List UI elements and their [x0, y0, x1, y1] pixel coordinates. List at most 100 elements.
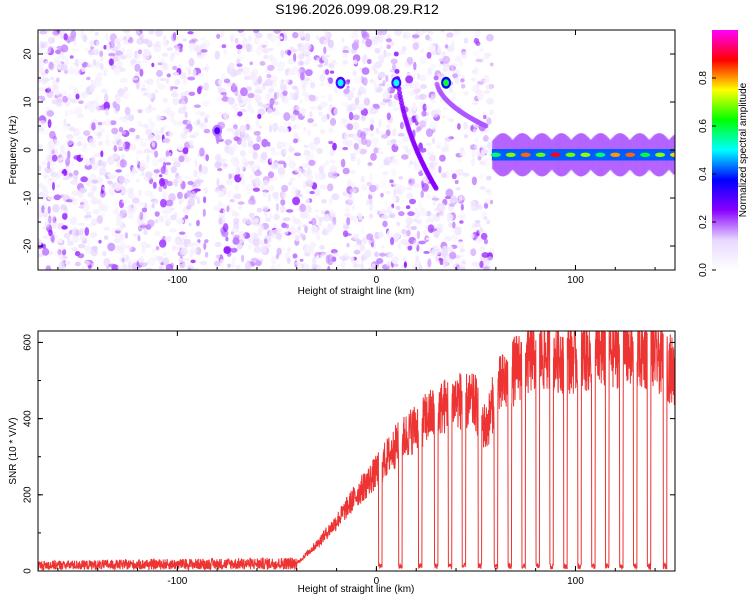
- spectrogram-noise-cell: [231, 256, 237, 263]
- spectrogram-noise-cell: [118, 233, 124, 241]
- spectrogram-noise-cell: [131, 166, 136, 175]
- spectrogram-noise-cell: [168, 207, 176, 211]
- carrier-peak: [580, 152, 591, 157]
- spectrogram-noise-cell: [353, 249, 361, 255]
- spectrogram-noise-cell: [242, 66, 250, 76]
- spectrogram-noise-cell: [57, 245, 66, 251]
- spectrogram-noise-cell: [276, 36, 284, 40]
- spectrogram-noise-cell: [360, 75, 364, 84]
- spectrogram-noise-cell: [257, 101, 264, 107]
- spectrogram-noise-cell: [131, 259, 138, 265]
- spectrogram-noise-cell: [145, 129, 153, 136]
- spectrogram-noise-cell: [313, 188, 321, 197]
- spectrogram-noise-cell: [280, 49, 285, 58]
- spectrogram-noise-cell: [238, 235, 245, 244]
- spectrogram-noise-cell: [103, 45, 107, 50]
- spectrogram-noise-cell: [64, 110, 69, 118]
- spectrogram-noise-cell: [395, 205, 401, 211]
- spectrogram-noise-cell: [200, 49, 208, 53]
- spectrogram-noise-cell: [390, 237, 395, 246]
- spectrogram-noise-cell: [463, 37, 469, 44]
- spectrogram-noise-cell: [359, 244, 366, 252]
- spectrogram-noise-cell: [323, 214, 330, 222]
- snr-panel: -100 0 100 0 200 400 600 Height of straight li…: [8, 330, 676, 595]
- spectrogram-noise-cell: [61, 152, 69, 157]
- spectrogram-noise-cell: [165, 263, 174, 270]
- spectrogram-noise-cell: [386, 230, 391, 239]
- spectrogram-noise-cell: [471, 149, 476, 158]
- spectrogram-noise-cell: [125, 48, 134, 57]
- spectrogram-noise-cell: [288, 147, 296, 152]
- spectrogram-noise-cell: [216, 96, 221, 102]
- spectrogram-noise-cell: [184, 90, 190, 96]
- spectrogram-noise-cell: [305, 198, 310, 204]
- spectrogram-noise-cell: [66, 233, 70, 243]
- spectrogram-noise-cell: [270, 255, 277, 265]
- spectrogram-noise-cell: [444, 140, 448, 149]
- spectrogram-noise-cell: [352, 215, 358, 224]
- spectrogram-noise-cell: [436, 144, 440, 149]
- spectrogram-noise-cell: [396, 221, 401, 226]
- spectrogram-noise-cell: [481, 252, 490, 258]
- spectrogram-noise-cell: [314, 215, 320, 220]
- spectrogram-noise-cell: [486, 34, 494, 42]
- spectrogram-noise-cell: [406, 186, 413, 191]
- spectrogram-noise-cell: [194, 158, 198, 168]
- spectrogram-noise-cell: [421, 110, 427, 117]
- spectrogram-noise-cell: [235, 264, 241, 270]
- spectrogram-noise-cell: [95, 177, 104, 184]
- spectrogram-noise-cell: [38, 165, 42, 172]
- spectrogram-noise-cell: [403, 61, 409, 67]
- spectrogram-noise-cell: [70, 98, 77, 104]
- spectrogram-noise-cell: [237, 68, 244, 72]
- spectrogram-noise-cell: [77, 253, 85, 259]
- spectrogram-noise-cell: [81, 265, 86, 270]
- spectrogram-noise-cell: [247, 160, 255, 166]
- spectrogram-noise-cell: [165, 77, 170, 84]
- spectrogram-noise-cell: [472, 128, 478, 135]
- spectrogram-noise-cell: [319, 83, 326, 87]
- spectrogram-noise-cell: [252, 143, 261, 151]
- spectrogram-noise-cell: [369, 118, 375, 125]
- spectrogram-noise-cell: [97, 122, 103, 126]
- spectrogram-noise-cell: [305, 179, 314, 184]
- spectrogram-noise-cell: [378, 130, 385, 135]
- spectrogram-noise-cell: [51, 149, 55, 155]
- spectrogram-noise-cell: [257, 75, 263, 85]
- spectrogram-noise-cell: [199, 260, 208, 266]
- spectrogram-noise-cell: [348, 91, 354, 99]
- spectrogram-noise-cell: [163, 155, 168, 161]
- spectrogram-noise-cell: [60, 253, 65, 263]
- spectrogram-noise-cell: [242, 133, 250, 139]
- spectrogram-noise-cell: [60, 156, 67, 161]
- spectrogram-noise-cell: [346, 123, 354, 131]
- spectrogram-noise-cell: [320, 94, 326, 99]
- spectrogram-noise-cell: [479, 245, 486, 254]
- spectrogram-noise-cell: [273, 214, 280, 221]
- spectrogram-noise-cell: [106, 265, 110, 269]
- spectrogram-noise-cell: [245, 43, 252, 53]
- spectrogram-noise-cell: [340, 158, 346, 168]
- spectrogram-noise-cell: [412, 266, 417, 270]
- spectrogram-noise-cell: [199, 111, 206, 117]
- spectrogram-noise-cell: [126, 257, 133, 266]
- spectrogram-noise-cell: [269, 34, 277, 43]
- spectrogram-noise-cell: [385, 74, 389, 83]
- spectrogram-noise-cell: [266, 193, 271, 200]
- spectrogram-noise-cell: [311, 266, 315, 270]
- spectrogram-noise-cell: [252, 151, 258, 160]
- spectrogram-noise-cell: [371, 64, 378, 71]
- spectrogram-noise-cell: [174, 236, 182, 246]
- spectrogram-noise-cell: [263, 209, 268, 218]
- spectrogram-noise-cell: [347, 133, 355, 138]
- spectrogram-noise-cell: [184, 215, 189, 220]
- spectrogram-noise-cell: [227, 97, 235, 105]
- spectrogram-noise-cell: [182, 180, 186, 189]
- spectrogram-noise-cell: [83, 130, 91, 136]
- spectrogram-noise-cell: [432, 137, 436, 144]
- spectrogram-noise-cell: [310, 241, 317, 248]
- spectrogram-noise-cell: [341, 256, 347, 261]
- spectrogram-noise-cell: [65, 138, 74, 146]
- spectrogram-noise-cell: [429, 121, 438, 130]
- spectrogram-noise-cell: [423, 230, 427, 236]
